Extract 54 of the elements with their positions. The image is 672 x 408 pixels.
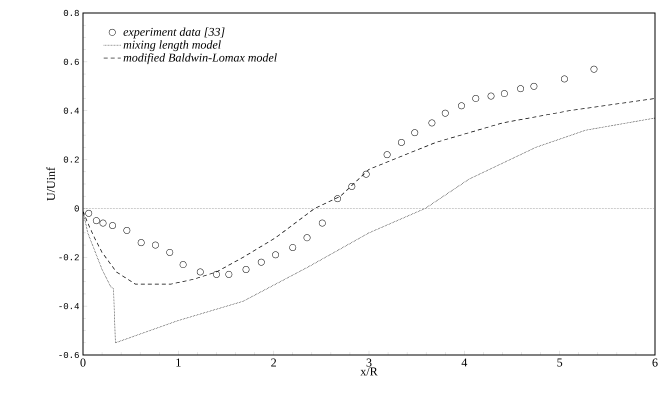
point [458, 102, 465, 110]
point [334, 195, 341, 202]
legend-label: mixing length model [124, 40, 221, 52]
y-tick-label: -0.4 [59, 303, 80, 310]
point [272, 251, 280, 258]
point [100, 220, 106, 227]
point [196, 268, 204, 276]
point [530, 82, 538, 90]
x-tick-label: 5 [557, 358, 562, 366]
point [289, 244, 296, 251]
legend-label: modified Baldwin-Lomax model [124, 53, 277, 64]
point [362, 170, 370, 178]
point [590, 66, 598, 73]
x-tick-label: 2 [271, 358, 276, 366]
y-tick-label: 0.4 [64, 108, 80, 114]
point [109, 222, 116, 229]
point [488, 92, 494, 100]
x-tick-label: 0 [80, 358, 86, 367]
point [442, 110, 449, 117]
point [180, 261, 187, 268]
y-tick-label: 0.2 [64, 156, 79, 163]
y-axis-title: U/Uinf [46, 166, 55, 201]
point [242, 266, 250, 273]
point [517, 85, 524, 92]
legend-label: experiment data [33] [124, 27, 225, 38]
point [138, 239, 145, 246]
point [348, 182, 356, 190]
x-tick-label: 4 [462, 358, 468, 366]
y-tick-label: -0.2 [59, 254, 79, 260]
x-tick-label: 6 [652, 358, 658, 367]
x-tick-label: 1 [176, 358, 181, 366]
point [411, 129, 418, 136]
point [123, 226, 130, 234]
y-tick-label: 0 [74, 205, 79, 212]
y-tick-label: 0.8 [64, 10, 79, 16]
point [500, 90, 508, 98]
point [213, 270, 220, 278]
point [398, 139, 405, 146]
point [384, 151, 391, 158]
x-tick-label: 3 [366, 358, 372, 367]
point [85, 210, 92, 217]
y-tick-label: -0.6 [59, 352, 79, 358]
point [318, 220, 326, 227]
point [304, 234, 310, 242]
point [258, 258, 265, 266]
point [472, 95, 480, 102]
y-tick-label: 0.6 [64, 58, 79, 65]
point [428, 119, 436, 126]
point [92, 217, 100, 224]
point [560, 75, 568, 82]
point [152, 242, 159, 249]
point [225, 270, 232, 278]
point [166, 248, 174, 256]
x-axis-title: x/R [360, 368, 378, 376]
